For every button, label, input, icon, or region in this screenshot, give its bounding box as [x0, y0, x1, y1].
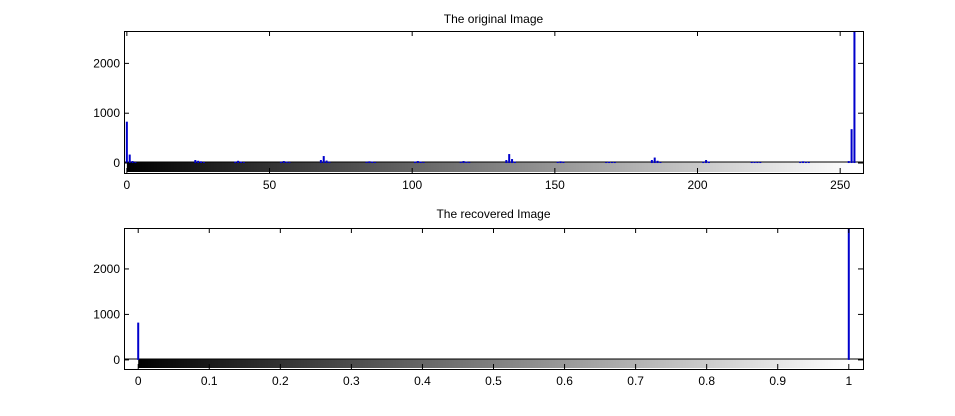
bar [128, 154, 131, 164]
bar [131, 161, 134, 164]
bar [505, 160, 508, 164]
bar [853, 31, 856, 164]
bar [753, 161, 756, 164]
bar [319, 160, 322, 164]
bar [702, 161, 705, 164]
chart-title: The original Image [444, 12, 544, 26]
y-tick-label: 0 [113, 353, 120, 367]
colorbar-strip [138, 359, 849, 368]
bar [328, 161, 331, 164]
axes-background [124, 228, 863, 369]
bar [608, 161, 611, 164]
chart-title: The recovered Image [436, 207, 550, 221]
colorbar-strip [126, 162, 855, 172]
bar [194, 160, 197, 164]
x-tick-label: 0 [135, 374, 142, 388]
bar [368, 161, 371, 164]
x-tick-label: 0.3 [343, 374, 360, 388]
bar [750, 162, 753, 164]
y-tick-label: 0 [113, 156, 120, 170]
bar [197, 160, 200, 164]
x-tick-label: 0.5 [485, 374, 502, 388]
bar [202, 162, 205, 164]
bar [462, 161, 465, 164]
bar [613, 162, 616, 164]
bar [656, 160, 659, 164]
y-tick-label: 1000 [93, 307, 120, 321]
x-tick-label: 0.7 [627, 374, 644, 388]
bar [365, 161, 368, 164]
bar [804, 161, 807, 164]
bar [511, 159, 514, 164]
bar [237, 160, 240, 164]
bar [799, 161, 802, 164]
axes-background [124, 31, 863, 173]
axes-frame [124, 31, 864, 174]
y-tick-label: 2000 [93, 262, 120, 276]
bar [200, 161, 203, 164]
bar [807, 162, 810, 164]
x-tick-label: 0.4 [414, 374, 431, 388]
bar [847, 228, 850, 360]
x-tick-label: 0.9 [769, 374, 786, 388]
bar [414, 161, 417, 164]
y-tick-label: 2000 [93, 56, 120, 70]
bar [847, 161, 850, 164]
bar [134, 162, 137, 164]
bar [556, 161, 559, 164]
bar [562, 161, 565, 164]
x-tick-label: 0.6 [556, 374, 573, 388]
bar [653, 157, 656, 164]
x-tick-label: 50 [263, 178, 277, 192]
x-tick-label: 200 [687, 178, 707, 192]
x-tick-label: 250 [830, 178, 850, 192]
x-tick-label: 0 [124, 178, 131, 192]
bar [650, 160, 653, 164]
bar [279, 161, 282, 164]
subplot-1: 0 50 100 150 200 250 0 1000 2000 The original Ima… [93, 12, 864, 192]
bar [239, 161, 242, 164]
bar [756, 162, 759, 164]
bar [759, 162, 762, 164]
x-tick-label: 1 [845, 374, 852, 388]
bar [850, 129, 853, 164]
bar [705, 160, 708, 164]
bar [374, 162, 377, 164]
bar [282, 161, 285, 164]
bar [125, 121, 128, 164]
x-tick-label: 0.2 [272, 374, 289, 388]
x-tick-label: 150 [545, 178, 565, 192]
bar [325, 160, 328, 164]
bar [419, 161, 422, 164]
bar [802, 161, 805, 164]
x-tick-label: 100 [402, 178, 422, 192]
bar [513, 161, 516, 164]
bar [465, 161, 468, 164]
bar [459, 161, 462, 164]
bar [605, 162, 608, 164]
bar [371, 161, 374, 164]
bar [234, 161, 237, 164]
bar [610, 162, 613, 164]
bar [707, 161, 710, 164]
bar [322, 156, 325, 164]
x-tick-label: 0.8 [698, 374, 715, 388]
bar [242, 162, 245, 164]
bar [137, 322, 140, 360]
subplot-2: 0 0.1 0.2 0.3 0.4 0.5 0.6 0.7 0.8 0.9 1 0 1000 2000 Th… [93, 207, 864, 388]
bar [288, 162, 291, 164]
bar [468, 162, 471, 164]
y-tick-label: 1000 [93, 106, 120, 120]
bar [559, 161, 562, 164]
bar [285, 161, 288, 164]
bar [659, 162, 662, 164]
bar [508, 154, 511, 164]
x-tick-label: 0.1 [201, 374, 218, 388]
bar [422, 162, 425, 164]
bar [416, 161, 419, 164]
